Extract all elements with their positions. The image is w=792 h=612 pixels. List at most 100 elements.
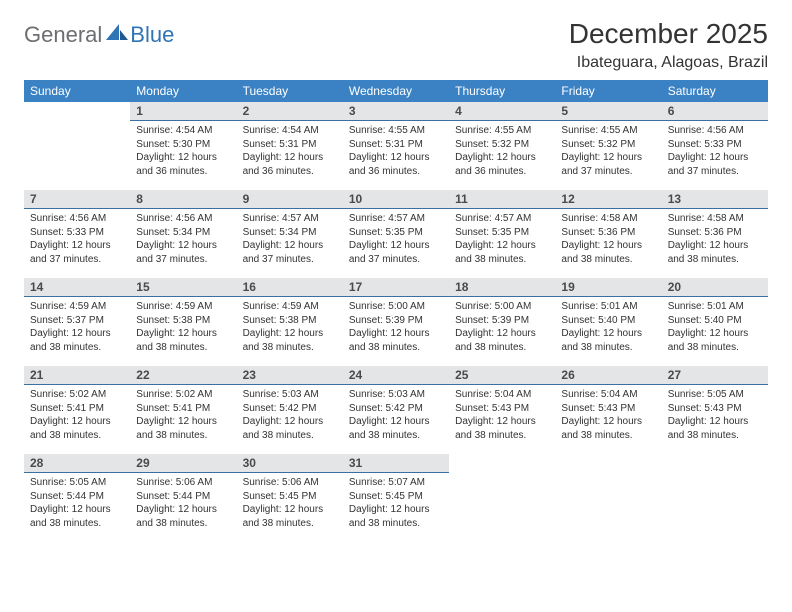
- day-content: Sunrise: 5:03 AMSunset: 5:42 PMDaylight:…: [343, 385, 449, 446]
- weekday-header: Monday: [130, 80, 236, 102]
- day-number: 7: [24, 190, 130, 209]
- calendar-day-cell: 2Sunrise: 4:54 AMSunset: 5:31 PMDaylight…: [237, 102, 343, 190]
- weekday-header: Friday: [555, 80, 661, 102]
- calendar-week-row: 1Sunrise: 4:54 AMSunset: 5:30 PMDaylight…: [24, 102, 768, 190]
- day-number: 19: [555, 278, 661, 297]
- calendar-day-cell: 20Sunrise: 5:01 AMSunset: 5:40 PMDayligh…: [662, 278, 768, 366]
- calendar-week-row: 14Sunrise: 4:59 AMSunset: 5:37 PMDayligh…: [24, 278, 768, 366]
- day-number: 10: [343, 190, 449, 209]
- day-number: 3: [343, 102, 449, 121]
- day-number: 12: [555, 190, 661, 209]
- day-number: 28: [24, 454, 130, 473]
- day-number: 22: [130, 366, 236, 385]
- calendar-day-cell: 26Sunrise: 5:04 AMSunset: 5:43 PMDayligh…: [555, 366, 661, 454]
- day-number: 11: [449, 190, 555, 209]
- day-number: 1: [130, 102, 236, 121]
- calendar-day-cell: 13Sunrise: 4:58 AMSunset: 5:36 PMDayligh…: [662, 190, 768, 278]
- calendar-day-cell: 19Sunrise: 5:01 AMSunset: 5:40 PMDayligh…: [555, 278, 661, 366]
- day-content: Sunrise: 4:58 AMSunset: 5:36 PMDaylight:…: [662, 209, 768, 270]
- day-number: 8: [130, 190, 236, 209]
- day-content: Sunrise: 4:56 AMSunset: 5:33 PMDaylight:…: [24, 209, 130, 270]
- weekday-header: Saturday: [662, 80, 768, 102]
- calendar-day-cell: 14Sunrise: 4:59 AMSunset: 5:37 PMDayligh…: [24, 278, 130, 366]
- day-content: Sunrise: 5:02 AMSunset: 5:41 PMDaylight:…: [130, 385, 236, 446]
- calendar-day-cell: 1Sunrise: 4:54 AMSunset: 5:30 PMDaylight…: [130, 102, 236, 190]
- calendar-head: SundayMondayTuesdayWednesdayThursdayFrid…: [24, 80, 768, 102]
- day-content: Sunrise: 5:05 AMSunset: 5:43 PMDaylight:…: [662, 385, 768, 446]
- weekday-row: SundayMondayTuesdayWednesdayThursdayFrid…: [24, 80, 768, 102]
- day-number: 9: [237, 190, 343, 209]
- day-number: 13: [662, 190, 768, 209]
- header: General Blue December 2025 Ibateguara, A…: [24, 18, 768, 72]
- day-content: Sunrise: 5:03 AMSunset: 5:42 PMDaylight:…: [237, 385, 343, 446]
- day-content: Sunrise: 4:54 AMSunset: 5:31 PMDaylight:…: [237, 121, 343, 182]
- calendar-week-row: 21Sunrise: 5:02 AMSunset: 5:41 PMDayligh…: [24, 366, 768, 454]
- calendar-day-cell: 25Sunrise: 5:04 AMSunset: 5:43 PMDayligh…: [449, 366, 555, 454]
- day-content: Sunrise: 4:57 AMSunset: 5:34 PMDaylight:…: [237, 209, 343, 270]
- calendar-empty-cell: [449, 454, 555, 542]
- calendar-day-cell: 17Sunrise: 5:00 AMSunset: 5:39 PMDayligh…: [343, 278, 449, 366]
- day-number: 6: [662, 102, 768, 121]
- day-number: 20: [662, 278, 768, 297]
- calendar-day-cell: 29Sunrise: 5:06 AMSunset: 5:44 PMDayligh…: [130, 454, 236, 542]
- day-content: Sunrise: 5:07 AMSunset: 5:45 PMDaylight:…: [343, 473, 449, 534]
- weekday-header: Thursday: [449, 80, 555, 102]
- calendar-day-cell: 23Sunrise: 5:03 AMSunset: 5:42 PMDayligh…: [237, 366, 343, 454]
- calendar-week-row: 7Sunrise: 4:56 AMSunset: 5:33 PMDaylight…: [24, 190, 768, 278]
- day-content: Sunrise: 4:59 AMSunset: 5:38 PMDaylight:…: [130, 297, 236, 358]
- calendar-page: General Blue December 2025 Ibateguara, A…: [0, 0, 792, 552]
- location: Ibateguara, Alagoas, Brazil: [569, 54, 768, 72]
- day-number: 21: [24, 366, 130, 385]
- day-content: Sunrise: 4:59 AMSunset: 5:37 PMDaylight:…: [24, 297, 130, 358]
- day-content: Sunrise: 4:58 AMSunset: 5:36 PMDaylight:…: [555, 209, 661, 270]
- calendar-empty-cell: [24, 102, 130, 190]
- day-number: 26: [555, 366, 661, 385]
- calendar-day-cell: 30Sunrise: 5:06 AMSunset: 5:45 PMDayligh…: [237, 454, 343, 542]
- calendar-empty-cell: [555, 454, 661, 542]
- day-content: Sunrise: 4:56 AMSunset: 5:33 PMDaylight:…: [662, 121, 768, 182]
- day-content: Sunrise: 4:57 AMSunset: 5:35 PMDaylight:…: [449, 209, 555, 270]
- day-number: 30: [237, 454, 343, 473]
- day-content: Sunrise: 4:55 AMSunset: 5:32 PMDaylight:…: [449, 121, 555, 182]
- calendar-day-cell: 3Sunrise: 4:55 AMSunset: 5:31 PMDaylight…: [343, 102, 449, 190]
- day-content: Sunrise: 4:59 AMSunset: 5:38 PMDaylight:…: [237, 297, 343, 358]
- calendar-day-cell: 21Sunrise: 5:02 AMSunset: 5:41 PMDayligh…: [24, 366, 130, 454]
- day-number: 24: [343, 366, 449, 385]
- day-number: 4: [449, 102, 555, 121]
- weekday-header: Wednesday: [343, 80, 449, 102]
- calendar-day-cell: 9Sunrise: 4:57 AMSunset: 5:34 PMDaylight…: [237, 190, 343, 278]
- day-number: 17: [343, 278, 449, 297]
- brand-part2: Blue: [130, 22, 174, 48]
- day-content: Sunrise: 4:54 AMSunset: 5:30 PMDaylight:…: [130, 121, 236, 182]
- calendar-day-cell: 12Sunrise: 4:58 AMSunset: 5:36 PMDayligh…: [555, 190, 661, 278]
- calendar-day-cell: 27Sunrise: 5:05 AMSunset: 5:43 PMDayligh…: [662, 366, 768, 454]
- calendar-day-cell: 15Sunrise: 4:59 AMSunset: 5:38 PMDayligh…: [130, 278, 236, 366]
- calendar-day-cell: 22Sunrise: 5:02 AMSunset: 5:41 PMDayligh…: [130, 366, 236, 454]
- calendar-body: 1Sunrise: 4:54 AMSunset: 5:30 PMDaylight…: [24, 102, 768, 542]
- day-number: 16: [237, 278, 343, 297]
- day-number: 29: [130, 454, 236, 473]
- day-number: 23: [237, 366, 343, 385]
- brand-logo: General Blue: [24, 22, 174, 48]
- day-number: 18: [449, 278, 555, 297]
- calendar-day-cell: 4Sunrise: 4:55 AMSunset: 5:32 PMDaylight…: [449, 102, 555, 190]
- calendar-day-cell: 7Sunrise: 4:56 AMSunset: 5:33 PMDaylight…: [24, 190, 130, 278]
- day-content: Sunrise: 5:00 AMSunset: 5:39 PMDaylight:…: [449, 297, 555, 358]
- calendar-day-cell: 8Sunrise: 4:56 AMSunset: 5:34 PMDaylight…: [130, 190, 236, 278]
- weekday-header: Tuesday: [237, 80, 343, 102]
- day-content: Sunrise: 5:02 AMSunset: 5:41 PMDaylight:…: [24, 385, 130, 446]
- day-content: Sunrise: 5:04 AMSunset: 5:43 PMDaylight:…: [449, 385, 555, 446]
- calendar-empty-cell: [662, 454, 768, 542]
- calendar-day-cell: 11Sunrise: 4:57 AMSunset: 5:35 PMDayligh…: [449, 190, 555, 278]
- month-title: December 2025: [569, 18, 768, 50]
- calendar-week-row: 28Sunrise: 5:05 AMSunset: 5:44 PMDayligh…: [24, 454, 768, 542]
- brand-sail-icon: [106, 24, 128, 47]
- day-content: Sunrise: 4:55 AMSunset: 5:31 PMDaylight:…: [343, 121, 449, 182]
- day-content: Sunrise: 5:06 AMSunset: 5:44 PMDaylight:…: [130, 473, 236, 534]
- day-number: 5: [555, 102, 661, 121]
- day-content: Sunrise: 5:01 AMSunset: 5:40 PMDaylight:…: [662, 297, 768, 358]
- calendar-day-cell: 6Sunrise: 4:56 AMSunset: 5:33 PMDaylight…: [662, 102, 768, 190]
- brand-part1: General: [24, 22, 102, 48]
- day-number: 2: [237, 102, 343, 121]
- day-content: Sunrise: 5:05 AMSunset: 5:44 PMDaylight:…: [24, 473, 130, 534]
